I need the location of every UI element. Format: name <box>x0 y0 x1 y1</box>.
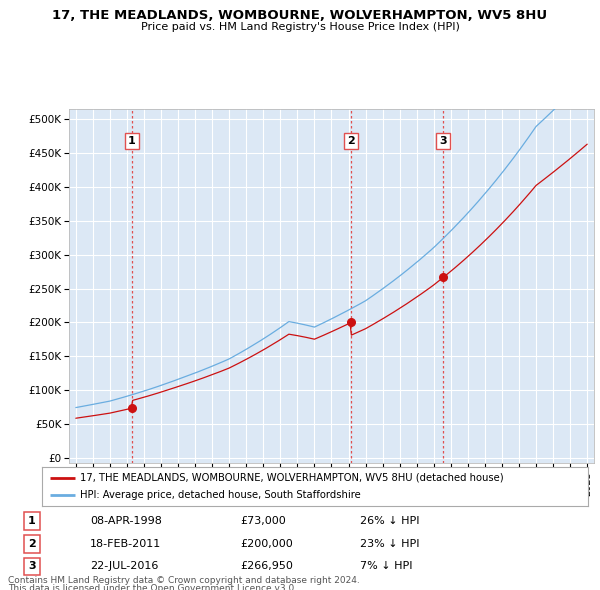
Text: 26% ↓ HPI: 26% ↓ HPI <box>360 516 419 526</box>
Text: 23% ↓ HPI: 23% ↓ HPI <box>360 539 419 549</box>
Text: 08-APR-1998: 08-APR-1998 <box>90 516 162 526</box>
Text: 17, THE MEADLANDS, WOMBOURNE, WOLVERHAMPTON, WV5 8HU (detached house): 17, THE MEADLANDS, WOMBOURNE, WOLVERHAMP… <box>80 473 504 483</box>
Text: 2: 2 <box>28 539 36 549</box>
Text: £200,000: £200,000 <box>240 539 293 549</box>
Text: Contains HM Land Registry data © Crown copyright and database right 2024.: Contains HM Land Registry data © Crown c… <box>8 576 360 585</box>
Text: 22-JUL-2016: 22-JUL-2016 <box>90 562 158 572</box>
Text: 3: 3 <box>28 562 36 572</box>
Text: 17, THE MEADLANDS, WOMBOURNE, WOLVERHAMPTON, WV5 8HU: 17, THE MEADLANDS, WOMBOURNE, WOLVERHAMP… <box>52 9 548 22</box>
Text: £73,000: £73,000 <box>240 516 286 526</box>
Text: This data is licensed under the Open Government Licence v3.0.: This data is licensed under the Open Gov… <box>8 584 297 590</box>
Text: 7% ↓ HPI: 7% ↓ HPI <box>360 562 413 572</box>
Text: £266,950: £266,950 <box>240 562 293 572</box>
Text: 1: 1 <box>28 516 36 526</box>
Text: 1: 1 <box>128 136 136 146</box>
Text: 18-FEB-2011: 18-FEB-2011 <box>90 539 161 549</box>
Text: 2: 2 <box>347 136 355 146</box>
Text: 3: 3 <box>439 136 447 146</box>
Text: HPI: Average price, detached house, South Staffordshire: HPI: Average price, detached house, Sout… <box>80 490 361 500</box>
Text: Price paid vs. HM Land Registry's House Price Index (HPI): Price paid vs. HM Land Registry's House … <box>140 22 460 32</box>
